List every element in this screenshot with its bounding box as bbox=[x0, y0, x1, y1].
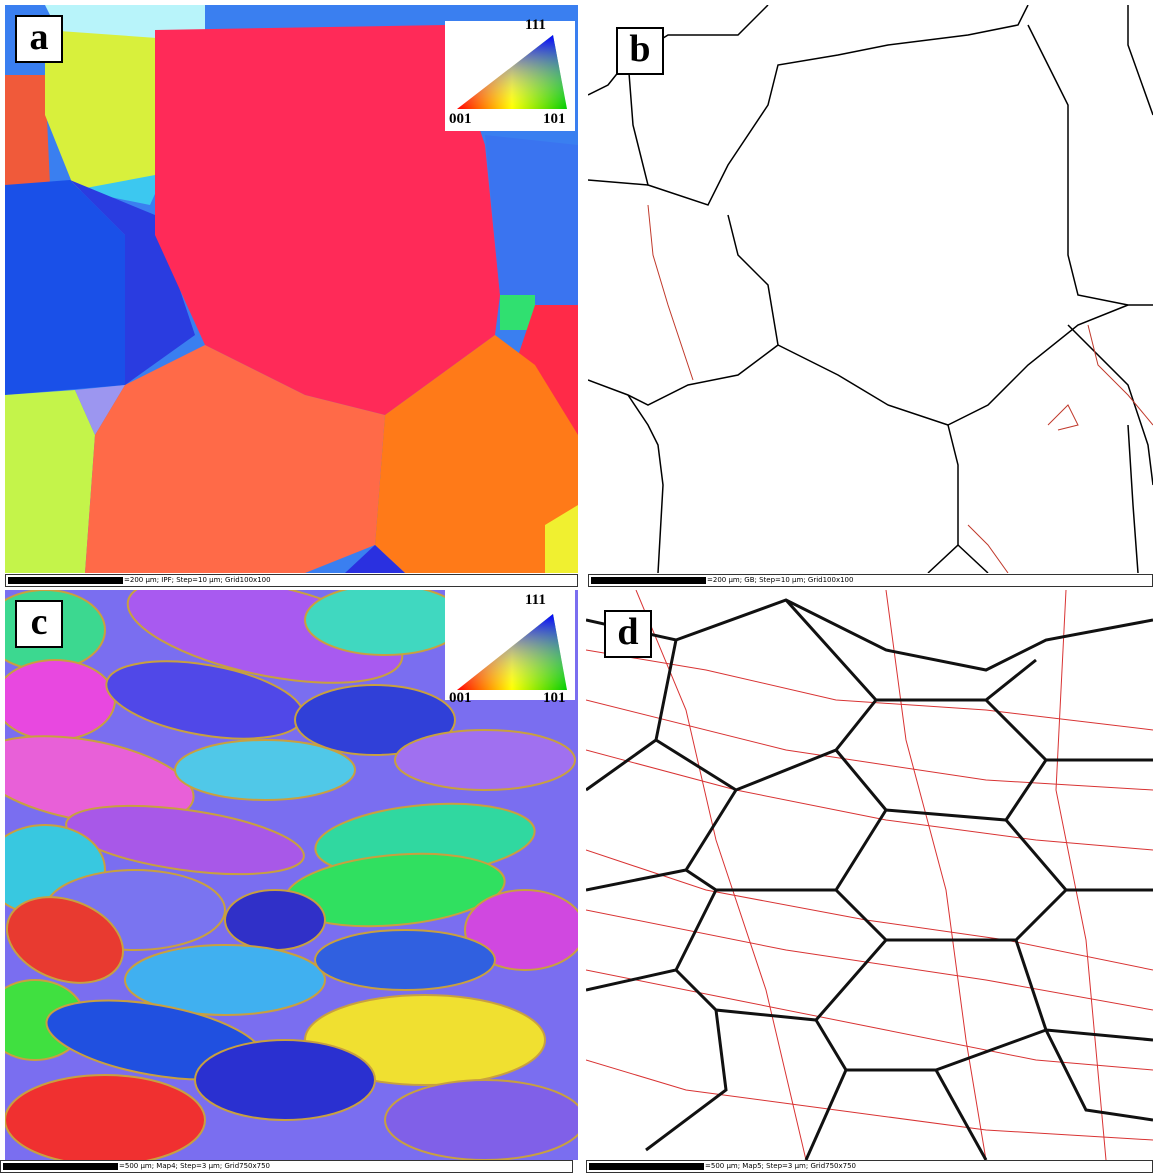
grain-boundary bbox=[586, 790, 736, 890]
grain-boundary bbox=[806, 1070, 846, 1160]
grain bbox=[5, 75, 50, 185]
scale-caption: =500 µm; Map4; Step=3 µm; Grid750x750 bbox=[0, 1160, 573, 1173]
grain-boundary bbox=[1128, 425, 1138, 573]
scale-bar bbox=[8, 577, 123, 584]
grain-boundary bbox=[836, 750, 1046, 820]
grain bbox=[175, 740, 355, 800]
caption-text: =500 µm; Map5; Step=3 µm; Grid750x750 bbox=[705, 1162, 856, 1170]
panel-label: a bbox=[15, 15, 63, 63]
ipf-legend: 111 001 101 bbox=[445, 21, 575, 131]
grain-boundary bbox=[928, 425, 958, 573]
grain-boundary bbox=[586, 600, 1153, 1160]
boundary-map bbox=[588, 5, 1153, 573]
legend-fill bbox=[457, 35, 567, 109]
legend-label: 111 bbox=[525, 17, 546, 34]
caption-text: =500 µm; Map4; Step=3 µm; Grid750x750 bbox=[119, 1162, 270, 1170]
twin-boundary bbox=[1088, 325, 1153, 425]
low-angle-boundary bbox=[886, 590, 986, 1160]
panel-b: b bbox=[588, 5, 1153, 573]
grain-boundary bbox=[986, 700, 1153, 760]
figure: a 111 001 101 =200 µm; IPF; Step=10 µm; … bbox=[0, 0, 1153, 1174]
grain bbox=[195, 1040, 375, 1120]
legend-triangle bbox=[445, 590, 575, 700]
twin-boundary bbox=[648, 205, 1153, 573]
grain-boundary bbox=[586, 890, 716, 990]
scale-caption: =200 µm; GB; Step=10 µm; Grid100x100 bbox=[588, 574, 1153, 587]
low-angle-boundary bbox=[1056, 590, 1106, 1160]
grain-boundary bbox=[1128, 5, 1153, 115]
scale-bar bbox=[589, 1163, 704, 1170]
grain bbox=[5, 660, 115, 740]
scale-bar bbox=[591, 577, 706, 584]
grain bbox=[5, 1075, 205, 1160]
caption-text: =200 µm; GB; Step=10 µm; Grid100x100 bbox=[707, 576, 853, 584]
grain-boundary bbox=[628, 395, 663, 573]
scale-caption: =500 µm; Map5; Step=3 µm; Grid750x750 bbox=[586, 1160, 1153, 1173]
grain bbox=[395, 730, 575, 790]
legend-fill bbox=[457, 614, 567, 690]
grain-boundary bbox=[1028, 25, 1153, 305]
grain-boundary bbox=[588, 180, 648, 185]
boundary-map bbox=[586, 590, 1153, 1160]
grain bbox=[315, 930, 495, 990]
low-angle-boundary bbox=[586, 850, 1153, 970]
legend-label: 101 bbox=[543, 111, 566, 128]
panel-d: d bbox=[586, 590, 1153, 1160]
low-angle-boundary bbox=[586, 970, 1153, 1070]
panel-label: c bbox=[15, 600, 63, 648]
panel-label: b bbox=[616, 27, 664, 75]
low-angle-boundary bbox=[586, 700, 1153, 790]
grain-boundary bbox=[816, 1020, 1046, 1070]
legend-label: 001 bbox=[449, 690, 472, 707]
legend-label: 001 bbox=[449, 111, 472, 128]
grain bbox=[225, 890, 325, 950]
grain-boundary bbox=[588, 215, 778, 405]
grain-boundary bbox=[646, 1010, 726, 1150]
grain-boundary bbox=[588, 5, 1153, 573]
caption-text: =200 µm; IPF; Step=10 µm; Grid100x100 bbox=[124, 576, 271, 584]
twin-boundary bbox=[1048, 405, 1078, 430]
twin-boundary bbox=[968, 525, 1008, 573]
grain-boundary bbox=[676, 940, 886, 1020]
grain-boundary bbox=[1006, 820, 1153, 890]
legend-label: 111 bbox=[525, 592, 546, 609]
grain-boundary bbox=[948, 305, 1128, 425]
grain-boundary bbox=[1068, 325, 1153, 485]
grain bbox=[385, 1080, 578, 1160]
grain bbox=[305, 590, 465, 655]
legend-label: 101 bbox=[543, 690, 566, 707]
panel-a: a 111 001 101 bbox=[5, 5, 578, 573]
page: EBSD maps {"panels": [ {"label": "a", "l… bbox=[0, 0, 1153, 1174]
scale-bar bbox=[3, 1163, 118, 1170]
grain bbox=[5, 390, 95, 573]
grain-boundary bbox=[778, 345, 948, 425]
grain-boundary bbox=[1016, 940, 1153, 1040]
grain-boundary bbox=[958, 545, 988, 573]
panel-c: c 111 001 101 bbox=[5, 590, 578, 1160]
grain-boundary bbox=[1046, 1030, 1153, 1120]
twin-boundary bbox=[648, 205, 693, 380]
grain-boundary bbox=[588, 5, 768, 95]
ipf-legend: 111 001 101 bbox=[445, 590, 575, 700]
panel-label: d bbox=[604, 610, 652, 658]
scale-caption: =200 µm; IPF; Step=10 µm; Grid100x100 bbox=[5, 574, 578, 587]
